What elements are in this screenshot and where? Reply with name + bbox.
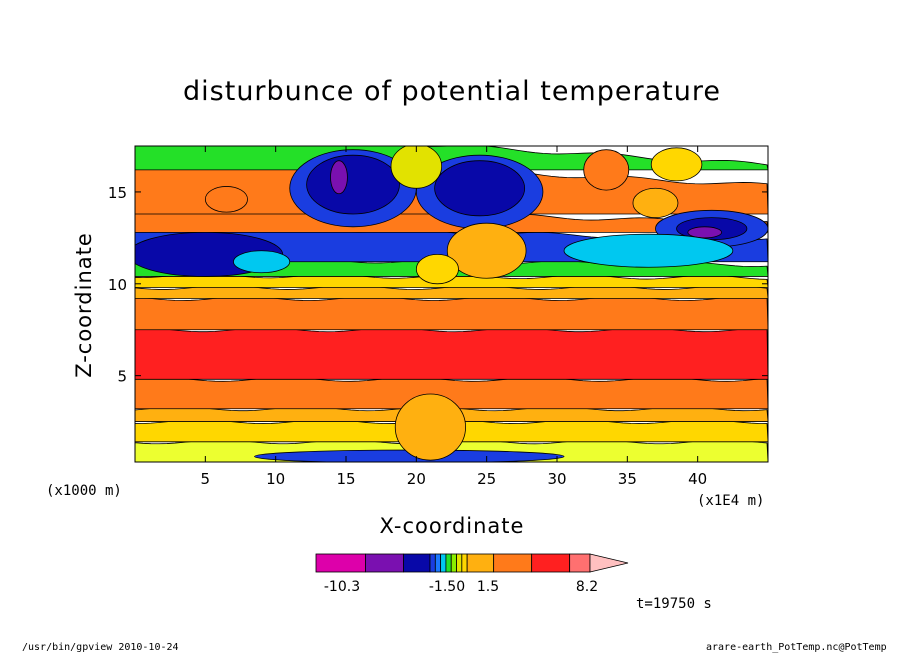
colorbar-swatch <box>450 553 457 573</box>
contour-feature <box>632 187 679 219</box>
contour-feature <box>330 160 348 195</box>
colorbar-swatch <box>365 553 404 573</box>
colorbar-swatch <box>531 553 571 573</box>
contour-feature <box>563 233 734 268</box>
colorbar-label: -10.3 <box>324 579 360 595</box>
x-tick-label: 30 <box>547 470 566 488</box>
colorbar-swatch <box>461 553 468 573</box>
x-tick-label: 10 <box>266 470 285 488</box>
colorbar-swatch <box>434 553 442 573</box>
x-axis-label: X-coordinate <box>379 514 525 538</box>
x-unit-right: (x1E4 m) <box>697 493 765 509</box>
colorbar-swatch <box>403 553 431 573</box>
x-unit-left: (x1000 m) <box>46 483 122 499</box>
colorbar-swatch <box>445 553 452 573</box>
colorbar-swatch <box>456 553 463 573</box>
colorbar-swatch <box>493 553 533 573</box>
contour-feature <box>204 186 248 213</box>
colorbar-label: 1.5 <box>477 579 499 595</box>
contour-feature <box>434 160 526 217</box>
contour-feature <box>446 222 527 279</box>
x-tick-label: 35 <box>618 470 637 488</box>
contour-feature <box>390 146 443 189</box>
contour-band <box>135 296 768 331</box>
contour-feature <box>650 147 703 182</box>
colorbar-arrow <box>589 553 629 573</box>
colorbar-swatch <box>429 553 436 573</box>
contour-feature <box>233 250 291 274</box>
y-tick-label: 15 <box>108 184 127 202</box>
x-tick-label: 25 <box>477 470 496 488</box>
colorbar-label: -1.50 <box>429 579 465 595</box>
y-tick-label: 10 <box>108 276 127 294</box>
colorbar-swatch <box>315 553 366 573</box>
x-tick-label: 15 <box>336 470 355 488</box>
contour-feature <box>394 393 466 461</box>
chart-title: disturbunce of potential temperature <box>183 76 721 107</box>
heatmap-field <box>135 146 768 462</box>
footer-right: arare-earth_PotTemp.nc@PotTemp <box>706 642 887 653</box>
colorbar-swatch <box>466 553 495 573</box>
contour-feature <box>687 226 722 239</box>
x-tick-label: 5 <box>201 470 211 488</box>
footer-left: /usr/bin/gpview 2010-10-24 <box>22 642 179 653</box>
contour-band <box>135 327 768 380</box>
contour-feature <box>583 149 630 191</box>
x-tick-label: 20 <box>407 470 426 488</box>
contour-feature <box>415 253 459 285</box>
colorbar-swatch <box>440 553 447 573</box>
y-axis-label: Z-coordinate <box>72 232 96 378</box>
x-tick-label: 40 <box>688 470 707 488</box>
colorbar-label: 8.2 <box>576 579 598 595</box>
colorbar-swatch <box>569 553 591 573</box>
time-label: t=19750 s <box>636 596 712 612</box>
y-tick-label: 5 <box>117 368 127 386</box>
contour-feature <box>306 154 400 215</box>
plot-frame <box>134 145 769 463</box>
